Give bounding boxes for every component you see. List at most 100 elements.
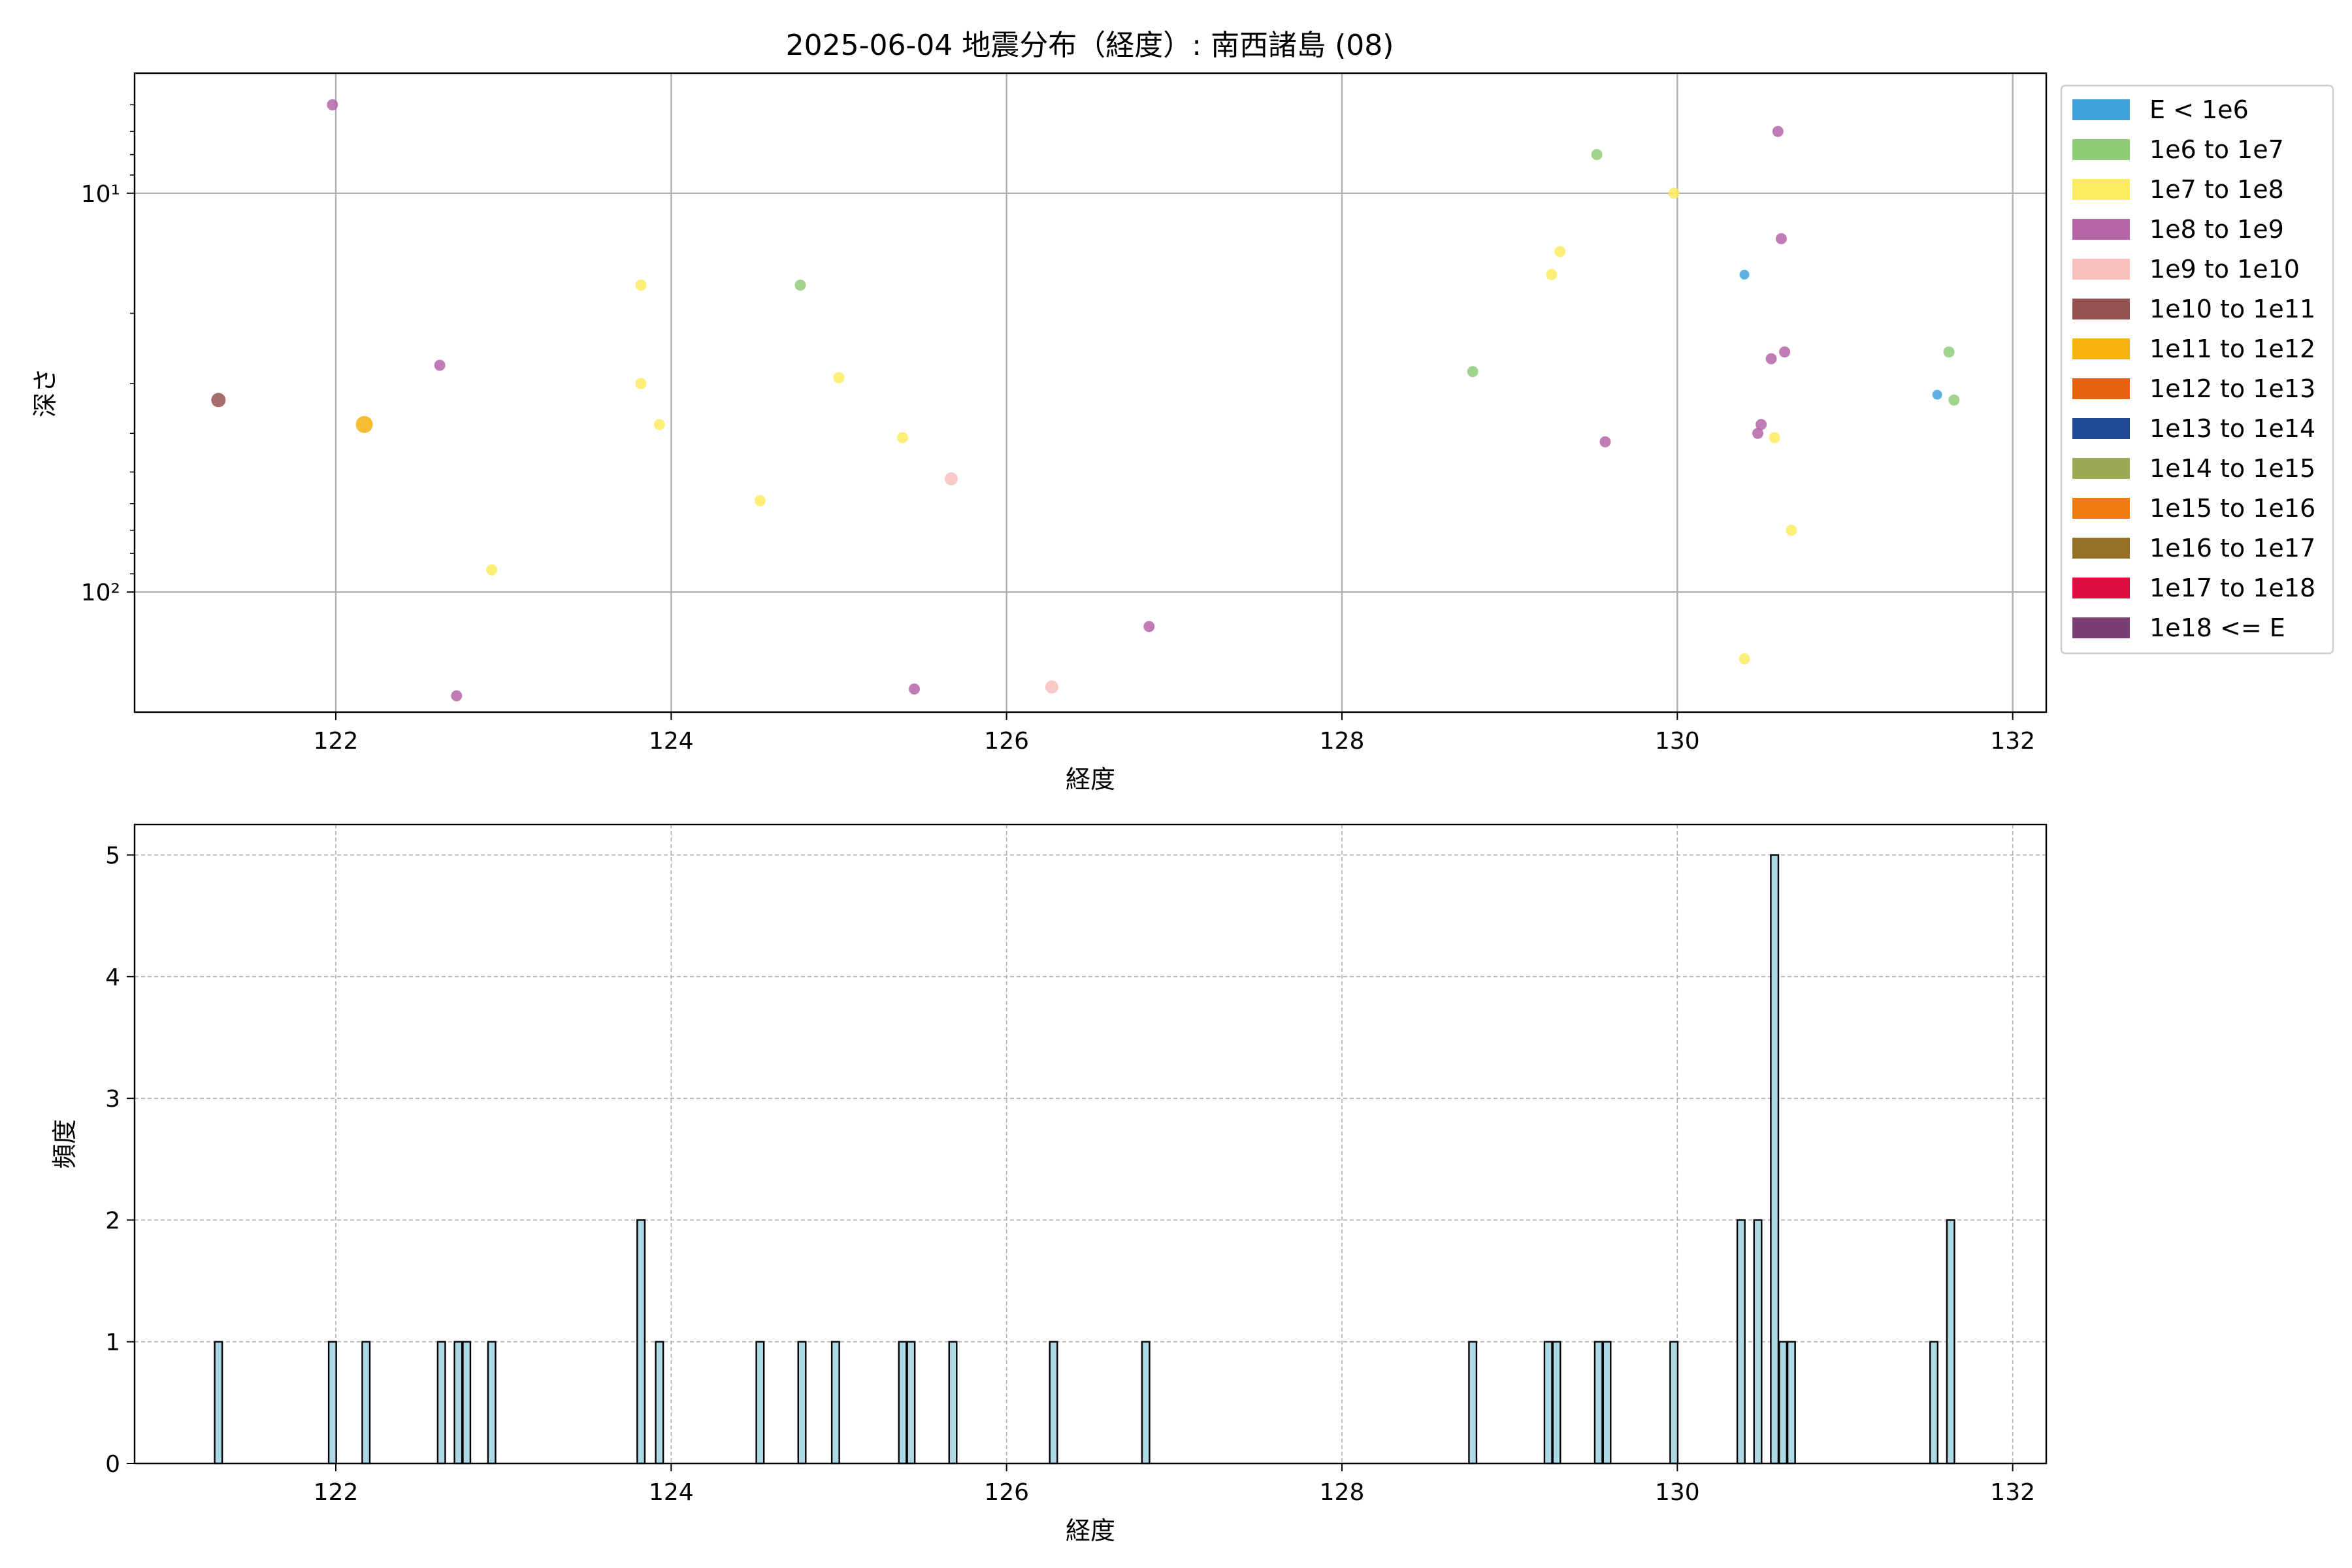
scatter-point [635, 378, 647, 389]
scatter-point [1739, 653, 1750, 664]
legend-swatch [2072, 458, 2130, 479]
scatter-x-tick-label: 128 [1320, 728, 1365, 755]
histogram-x-axis: 122 124 126 128 130 132 [314, 1463, 2035, 1506]
legend-label: E < 1e6 [2149, 95, 2249, 124]
scatter-point [635, 279, 647, 291]
legend-label: 1e8 to 1e9 [2149, 215, 2284, 244]
scatter-panel: 2025-06-04 地震分布（経度）: 南西諸島 (08) 122 124 126… [31, 29, 2048, 794]
legend-label: 1e6 to 1e7 [2149, 135, 2284, 164]
scatter-point [1554, 246, 1566, 257]
histogram-bar [906, 1341, 916, 1465]
histogram-bars [214, 854, 1955, 1465]
scatter-point [486, 564, 498, 576]
scatter-point [1948, 394, 1960, 406]
chart-title: 2025-06-04 地震分布（経度）: 南西諸島 (08) [786, 29, 1394, 62]
histogram-bar [797, 1341, 807, 1465]
scatter-x-tick-label: 124 [649, 728, 694, 755]
histogram-x-tick-label: 122 [314, 1479, 359, 1506]
histogram-bar [1602, 1341, 1612, 1465]
histogram-plot-area [133, 823, 2048, 1465]
scatter-point [897, 432, 909, 444]
scatter-y-axis-title: 深さ [31, 368, 59, 417]
scatter-point [1546, 269, 1558, 280]
histogram-bar [1552, 1341, 1561, 1465]
scatter-point [451, 690, 463, 702]
histogram-y-tick-label: 0 [105, 1451, 120, 1478]
histogram-y-tick-label: 5 [105, 843, 120, 870]
legend-label: 1e16 to 1e17 [2149, 534, 2315, 563]
histogram-y-axis-title: 頻度 [50, 1119, 79, 1169]
scatter-x-tick-label: 122 [314, 728, 359, 755]
scatter-point [944, 472, 958, 485]
histogram-x-tick-label: 132 [1990, 1479, 2035, 1506]
histogram-y-axis: 0 1 2 3 4 5 [105, 843, 135, 1478]
scatter-point [1143, 621, 1155, 632]
histogram-bar [1786, 1341, 1796, 1465]
legend-label: 1e9 to 1e10 [2149, 255, 2300, 284]
histogram-y-tick-label: 1 [105, 1330, 120, 1356]
histogram-bar [1770, 854, 1780, 1465]
histogram-y-tick-label: 2 [105, 1207, 120, 1234]
scatter-point [1668, 188, 1680, 199]
histogram-bar [655, 1341, 664, 1465]
scatter-point [653, 419, 665, 431]
histogram-x-tick-label: 130 [1655, 1479, 1700, 1506]
legend-frame [2060, 84, 2334, 655]
histogram-bar [1049, 1341, 1058, 1465]
scatter-point [909, 683, 920, 695]
scatter-point [1932, 389, 1942, 400]
scatter-grid [135, 73, 2046, 712]
legend-swatch [2072, 378, 2130, 399]
scatter-point [1943, 346, 1955, 358]
legend-label: 1e15 to 1e16 [2149, 494, 2315, 523]
scatter-point [1786, 525, 1797, 536]
histogram-panel: 122 124 126 128 130 132 0 1 2 3 4 5 経度 頻度 [50, 823, 2048, 1545]
scatter-x-tick-label: 132 [1990, 728, 2035, 755]
histogram-bar [1929, 1341, 1939, 1465]
legend-swatch [2072, 617, 2130, 638]
histogram-bar [436, 1341, 446, 1465]
histogram-bar [1543, 1341, 1553, 1465]
legend-label: 1e17 to 1e18 [2149, 574, 2315, 602]
legend-label: 1e12 to 1e13 [2149, 374, 2315, 403]
scatter-y-tick-label: 10² [81, 580, 120, 606]
scatter-point [754, 495, 766, 506]
histogram-x-tick-label: 128 [1320, 1479, 1365, 1506]
histogram-bar [1468, 1341, 1478, 1465]
histogram-bar [1736, 1219, 1746, 1465]
histogram-bar [1778, 1341, 1788, 1465]
histogram-bar [327, 1341, 337, 1465]
histogram-bar [898, 1341, 907, 1465]
scatter-point [327, 99, 338, 110]
legend-swatch [2072, 219, 2130, 240]
scatter-points [211, 99, 1960, 702]
histogram-bar [755, 1341, 765, 1465]
scatter-y-axis: 10¹ 10² [81, 104, 135, 606]
legend-swatch [2072, 179, 2130, 200]
legend-label: 1e11 to 1e12 [2149, 335, 2315, 363]
scatter-point [1467, 366, 1478, 378]
histogram-bar [487, 1341, 497, 1465]
scatter-point [1779, 346, 1791, 358]
legend-swatch [2072, 299, 2130, 319]
legend-swatch [2072, 578, 2130, 598]
scatter-x-tick-label: 130 [1655, 728, 1700, 755]
histogram-y-tick-label: 4 [105, 964, 120, 991]
scatter-y-tick-label: 10¹ [81, 181, 120, 208]
scatter-point [1772, 125, 1784, 137]
histogram-x-tick-label: 126 [984, 1479, 1029, 1506]
scatter-x-axis-title: 経度 [1066, 765, 1115, 794]
scatter-point [1739, 269, 1750, 280]
legend: E < 1e6 1e6 to 1e7 1e7 to 1e8 1e8 to 1e9 1e9… [2060, 84, 2334, 655]
scatter-point [1769, 432, 1780, 444]
histogram-x-tick-label: 124 [649, 1479, 694, 1506]
legend-swatch [2072, 338, 2130, 359]
legend-swatch [2072, 418, 2130, 439]
histogram-bar [1141, 1341, 1151, 1465]
legend-swatch [2072, 139, 2130, 160]
scatter-point [1591, 149, 1603, 161]
histogram-bar [1946, 1219, 1955, 1465]
legend-label: 1e13 to 1e14 [2149, 414, 2315, 443]
legend-label: 1e18 <= E [2149, 613, 2285, 642]
histogram-bar [1593, 1341, 1603, 1465]
